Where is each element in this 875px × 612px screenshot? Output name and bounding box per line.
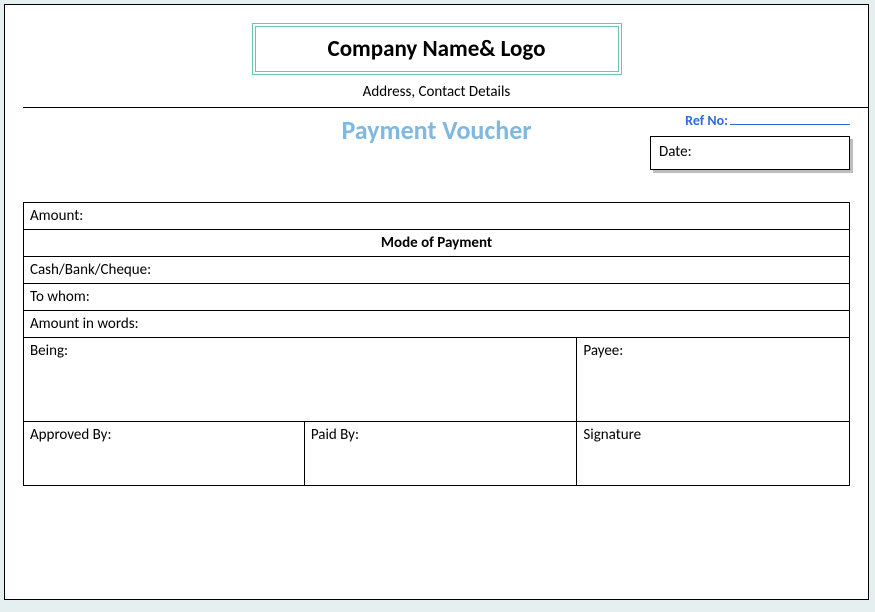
title-row: Payment Voucher Ref No: Date: (23, 108, 850, 178)
signature-cell[interactable]: Signature (577, 422, 850, 486)
voucher-table: Amount: Mode of Payment Cash/Bank/Cheque… (23, 202, 850, 486)
amount-words-cell[interactable]: Amount in words: (24, 311, 850, 338)
table-row: Cash/Bank/Cheque: (24, 257, 850, 284)
payee-cell[interactable]: Payee: (577, 338, 850, 422)
company-name: Company Name& Logo (328, 35, 546, 63)
table-row: Being: Payee: (24, 338, 850, 422)
paid-by-cell[interactable]: Paid By: (304, 422, 577, 486)
table-row: Approved By: Paid By: Signature (24, 422, 850, 486)
mode-header-cell: Mode of Payment (24, 230, 850, 257)
date-label: Date: (659, 143, 692, 161)
date-field[interactable]: Date: (650, 136, 850, 170)
ref-no-field[interactable]: Ref No: (685, 112, 850, 129)
ref-no-label: Ref No: (685, 112, 728, 129)
table-row: Mode of Payment (24, 230, 850, 257)
to-whom-cell[interactable]: To whom: (24, 284, 850, 311)
table-row: To whom: (24, 284, 850, 311)
company-logo-box: Company Name& Logo (252, 23, 622, 75)
voucher-page: Company Name& Logo Address, Contact Deta… (4, 4, 869, 600)
cash-cell[interactable]: Cash/Bank/Cheque: (24, 257, 850, 284)
table-row: Amount: (24, 203, 850, 230)
amount-cell[interactable]: Amount: (24, 203, 850, 230)
table-row: Amount in words: (24, 311, 850, 338)
approved-by-cell[interactable]: Approved By: (24, 422, 305, 486)
ref-no-line (730, 124, 850, 125)
company-address: Address, Contact Details (23, 83, 850, 101)
being-cell[interactable]: Being: (24, 338, 577, 422)
